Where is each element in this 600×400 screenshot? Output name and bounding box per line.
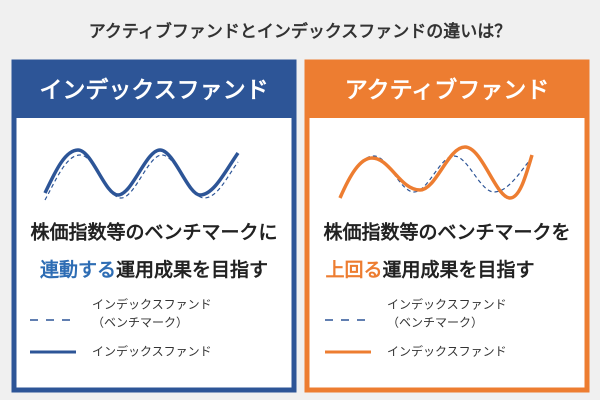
fund-line [43,148,240,197]
description-line: 上回る運用成果を目指す [325,258,534,281]
panel-header: アクティブファンド [345,77,549,104]
title: アクティブファンドとインデックスファンドの違いは？ [89,21,512,42]
legend-label: （ベンチマーク） [387,316,483,330]
legend-label: インデックスファンド [387,344,507,359]
legend-label: （ベンチマーク） [92,316,188,330]
description-rest: 運用成果を目指す [383,258,535,281]
description-line: 株価指数等のベンチマークを [323,221,570,244]
panel-header: インデックスファンド [39,77,268,104]
benchmark-line [341,155,531,193]
description-line: 連動する運用成果を目指す [40,258,268,281]
legend-label: インデックスファンド [92,344,212,359]
fund-line [338,145,534,200]
description-line: 株価指数等のベンチマークに [30,221,277,244]
active-panel: アクティブファンド 株価指数等のベンチマークを 上回る運用成果を目指す インデッ… [304,59,590,393]
legend-label: インデックスファンド [387,297,507,312]
panel-header-band [14,62,294,118]
benchmark-line [44,154,239,201]
highlight: 上回る [325,259,382,281]
highlight: 連動する [40,258,116,281]
legend-label: インデックスファンド [92,297,212,312]
panel-header-band [307,62,587,118]
description-rest: 運用成果を目指す [116,258,268,281]
index-panel: インデックスファンド 株価指数等のベンチマークに 連動する運用成果を目指す イン… [11,59,297,393]
